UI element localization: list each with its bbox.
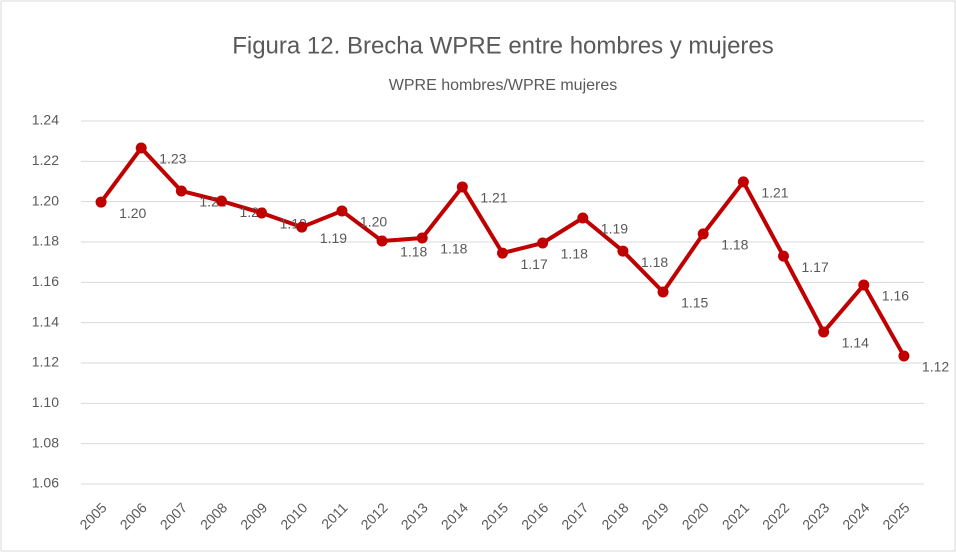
point bbox=[376, 235, 388, 247]
chart-title: Figura 12. Brecha WPRE entre hombres y m… bbox=[232, 32, 774, 59]
data-label: 1.12 bbox=[922, 359, 949, 375]
point bbox=[778, 250, 789, 262]
point bbox=[577, 212, 589, 224]
point bbox=[296, 221, 308, 233]
data-label: 1.18 bbox=[440, 241, 467, 257]
point bbox=[135, 142, 147, 154]
point bbox=[336, 205, 348, 217]
y-tick-label: 1.12 bbox=[32, 354, 59, 370]
point bbox=[456, 181, 468, 193]
data-label: 1.14 bbox=[842, 335, 869, 351]
data-label: 1.18 bbox=[721, 237, 748, 253]
data-label: 1.20 bbox=[360, 214, 387, 230]
y-tick-label: 1.06 bbox=[32, 475, 59, 491]
point bbox=[617, 245, 629, 257]
y-tick-label: 1.14 bbox=[32, 313, 59, 329]
y-tick-label: 1.18 bbox=[32, 233, 59, 249]
data-label: 1.15 bbox=[681, 295, 708, 311]
data-label: 1.18 bbox=[561, 246, 588, 262]
chart-subtitle: WPRE hombres/WPRE mujeres bbox=[389, 77, 618, 94]
y-tick-label: 1.20 bbox=[32, 192, 59, 208]
data-label: 1.18 bbox=[400, 244, 427, 260]
data-label: 1.19 bbox=[601, 221, 628, 237]
point bbox=[858, 279, 870, 291]
data-label: 1.18 bbox=[641, 254, 668, 270]
point bbox=[497, 247, 508, 259]
point bbox=[256, 207, 268, 219]
data-label: 1.16 bbox=[882, 288, 909, 304]
point bbox=[697, 228, 709, 240]
y-tick-label: 1.08 bbox=[32, 434, 59, 450]
point bbox=[416, 232, 428, 244]
y-tick-label: 1.10 bbox=[32, 394, 59, 410]
point bbox=[95, 196, 107, 208]
data-label: 1.21 bbox=[480, 190, 507, 206]
point bbox=[737, 176, 749, 188]
y-tick-label: 1.16 bbox=[32, 273, 59, 289]
data-label: 1.21 bbox=[761, 185, 788, 201]
data-label: 1.19 bbox=[320, 230, 347, 246]
point bbox=[898, 350, 910, 362]
point bbox=[657, 286, 669, 298]
point bbox=[818, 326, 830, 338]
data-label: 1.23 bbox=[159, 151, 186, 167]
data-label: 1.17 bbox=[521, 256, 548, 272]
data-label: 1.20 bbox=[119, 205, 146, 221]
point bbox=[537, 237, 549, 249]
point bbox=[216, 195, 227, 207]
y-tick-label: 1.24 bbox=[32, 112, 59, 128]
data-label: 1.17 bbox=[802, 259, 829, 275]
point bbox=[175, 185, 187, 197]
y-tick-label: 1.22 bbox=[32, 152, 59, 168]
